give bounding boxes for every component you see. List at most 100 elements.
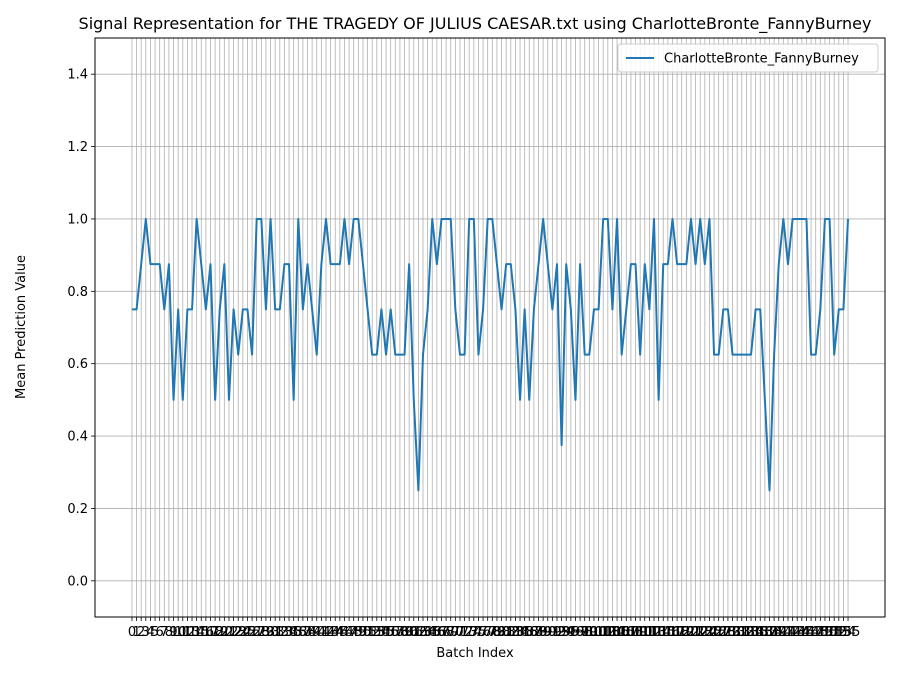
x-tick-label: 140 — [766, 625, 791, 640]
x-tick-label: 21 — [221, 625, 238, 640]
x-tick-label: 107 — [614, 625, 639, 640]
x-tick-label: 109 — [623, 625, 648, 640]
y-tick-label: 0.8 — [67, 285, 88, 300]
x-tick-label: 48 — [345, 625, 362, 640]
x-tick-label: 87 — [526, 625, 543, 640]
x-tick-label: 92 — [549, 625, 566, 640]
x-axis-label: Batch Index — [436, 646, 514, 661]
x-tick-label: 58 — [392, 625, 409, 640]
x-tick-label: 142 — [776, 625, 801, 640]
x-tick-label: 51 — [359, 625, 376, 640]
x-tick-label: 84 — [512, 625, 529, 640]
x-tick-label: 68 — [438, 625, 455, 640]
x-tick-label: 61 — [405, 625, 422, 640]
x-tick-label: 75 — [470, 625, 487, 640]
x-tick-label: 1 — [132, 625, 140, 640]
x-tick-label: 10 — [170, 625, 187, 640]
y-tick-label: 1.0 — [67, 212, 88, 227]
x-tick-label: 132 — [729, 625, 754, 640]
x-tick-label: 119 — [669, 625, 694, 640]
x-tick-label: 138 — [757, 625, 782, 640]
x-tick-label: 22 — [225, 625, 242, 640]
x-tick-label: 27 — [248, 625, 265, 640]
x-tick-label: 125 — [697, 625, 722, 640]
legend: CharlotteBronte_FannyBurney — [617, 43, 879, 73]
x-tick-label: 96 — [567, 625, 584, 640]
x-tick-label: 45 — [332, 625, 349, 640]
x-tick-label: 32 — [272, 625, 289, 640]
x-tick-label: 113 — [642, 625, 667, 640]
x-tick-label: 121 — [679, 625, 704, 640]
x-tick-label: 97 — [572, 625, 589, 640]
x-tick-label: 25 — [239, 625, 256, 640]
legend-box — [617, 43, 879, 73]
x-tick-label: 41 — [313, 625, 330, 640]
x-tick-label: 67 — [433, 625, 450, 640]
y-axis-ticks: 0.0 0.2 0.4 0.6 0.8 1.0 1.2 1.4 — [67, 68, 95, 589]
x-tick-label: 82 — [503, 625, 520, 640]
chart-title: Signal Representation for THE TRAGEDY OF… — [79, 14, 872, 34]
x-tick-label: 139 — [762, 625, 787, 640]
x-tick-label: 9 — [169, 625, 177, 640]
x-tick-label: 12 — [179, 625, 196, 640]
x-tick-label: 34 — [281, 625, 298, 640]
x-tick-label: 103 — [595, 625, 620, 640]
y-tick-label: 1.2 — [67, 140, 88, 155]
x-tick-label: 79 — [489, 625, 506, 640]
x-tick-label: 124 — [692, 625, 717, 640]
x-tick-label: 128 — [711, 625, 736, 640]
legend-label: CharlotteBronte_FannyBurney — [664, 52, 859, 67]
x-tick-label: 59 — [396, 625, 413, 640]
x-tick-label: 99 — [581, 625, 598, 640]
x-tick-label: 106 — [609, 625, 634, 640]
x-tick-label: 72 — [456, 625, 473, 640]
x-tick-label: 155 — [836, 625, 861, 640]
x-tick-label: 29 — [258, 625, 275, 640]
x-tick-label: 101 — [586, 625, 611, 640]
y-axis-label: Mean Prediction Value — [14, 255, 29, 399]
x-tick-label: 47 — [341, 625, 358, 640]
x-tick-label: 44 — [327, 625, 344, 640]
x-tick-label: 108 — [618, 625, 643, 640]
x-tick-label: 94 — [558, 625, 575, 640]
x-tick-label: 120 — [674, 625, 699, 640]
x-tick-label: 151 — [817, 625, 842, 640]
y-tick-label: 0.0 — [67, 574, 88, 589]
x-tick-label: 30 — [262, 625, 279, 640]
x-tick-label: 147 — [799, 625, 824, 640]
x-tick-label: 50 — [355, 625, 372, 640]
x-tick-label: 17 — [202, 625, 219, 640]
x-tick-label: 11 — [175, 625, 192, 640]
x-tick-label: 129 — [716, 625, 741, 640]
x-tick-label: 111 — [632, 625, 657, 640]
x-tick-label: 0 — [128, 625, 136, 640]
x-tick-label: 31 — [267, 625, 284, 640]
x-tick-label: 90 — [539, 625, 556, 640]
x-tick-label: 4 — [146, 625, 154, 640]
x-tick-label: 7 — [160, 625, 168, 640]
x-tick-label: 73 — [461, 625, 478, 640]
x-tick-label: 36 — [290, 625, 307, 640]
x-tick-label: 66 — [429, 625, 446, 640]
x-tick-label: 18 — [207, 625, 224, 640]
x-tick-label: 123 — [688, 625, 713, 640]
x-tick-label: 63 — [415, 625, 432, 640]
x-tick-label: 122 — [683, 625, 708, 640]
x-tick-label: 6 — [156, 625, 164, 640]
x-axis-ticks: 0123456789101112131415161718192021222324… — [128, 617, 861, 640]
x-tick-label: 105 — [605, 625, 630, 640]
plot-frame — [94, 37, 886, 618]
x-tick-label: 64 — [419, 625, 436, 640]
x-tick-label: 85 — [516, 625, 533, 640]
x-tick-label: 115 — [651, 625, 676, 640]
x-tick-label: 116 — [655, 625, 680, 640]
x-tick-label: 91 — [544, 625, 561, 640]
x-tick-label: 114 — [646, 625, 671, 640]
x-tick-label: 95 — [563, 625, 580, 640]
x-tick-label: 134 — [739, 625, 764, 640]
x-tick-label: 71 — [452, 625, 469, 640]
x-tick-label: 70 — [447, 625, 464, 640]
x-tick-label: 118 — [665, 625, 690, 640]
